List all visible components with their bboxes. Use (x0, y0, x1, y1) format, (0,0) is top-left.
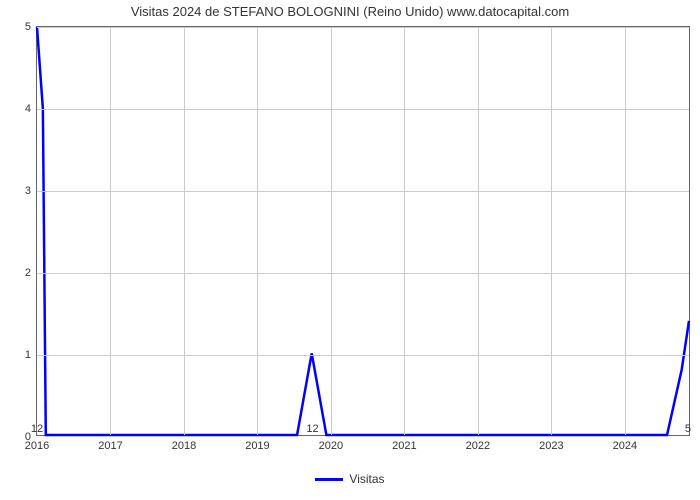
gridline-vertical (110, 27, 111, 435)
data-point-label: 5 (685, 423, 691, 435)
chart-title: Visitas 2024 de STEFANO BOLOGNINI (Reino… (0, 4, 700, 19)
gridline-vertical (404, 27, 405, 435)
gridline-vertical (184, 27, 185, 435)
gridline-horizontal (37, 191, 689, 192)
legend: Visitas (0, 472, 700, 486)
x-axis-tick: 2019 (245, 435, 269, 452)
gridline-horizontal (37, 355, 689, 356)
plot-area: 0123452016201720182019202020212022202320… (36, 26, 690, 436)
y-axis-tick: 1 (25, 349, 37, 361)
x-axis-tick: 2024 (613, 435, 637, 452)
gridline-vertical (331, 27, 332, 435)
gridline-horizontal (37, 273, 689, 274)
gridline-vertical (257, 27, 258, 435)
gridline-vertical (478, 27, 479, 435)
data-point-label: 12 (31, 423, 43, 435)
legend-swatch (315, 478, 343, 481)
y-axis-tick: 2 (25, 267, 37, 279)
data-point-label: 12 (306, 423, 318, 435)
gridline-horizontal (37, 109, 689, 110)
x-axis-tick: 2020 (319, 435, 343, 452)
gridline-horizontal (37, 27, 689, 28)
y-axis-tick: 4 (25, 103, 37, 115)
x-axis-tick: 2017 (98, 435, 122, 452)
chart-container: Visitas 2024 de STEFANO BOLOGNINI (Reino… (0, 0, 700, 500)
legend-label: Visitas (349, 472, 384, 486)
x-axis-tick: 2018 (172, 435, 196, 452)
gridline-vertical (551, 27, 552, 435)
y-axis-tick: 5 (25, 21, 37, 33)
x-axis-tick: 2022 (466, 435, 490, 452)
line-series (37, 27, 689, 435)
y-axis-tick: 3 (25, 185, 37, 197)
gridline-vertical (625, 27, 626, 435)
series-line (37, 27, 689, 435)
x-axis-tick: 2021 (392, 435, 416, 452)
x-axis-tick: 2016 (25, 435, 49, 452)
x-axis-tick: 2023 (539, 435, 563, 452)
